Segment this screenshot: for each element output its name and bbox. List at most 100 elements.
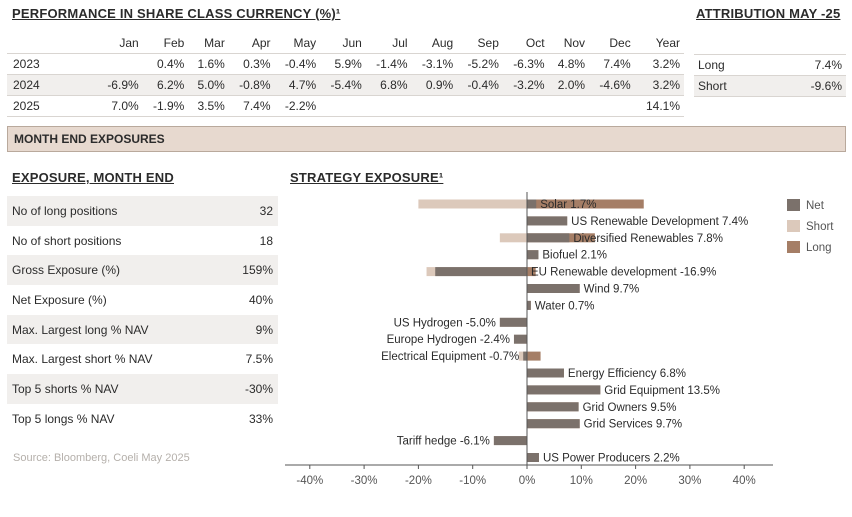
net-bar — [527, 402, 579, 412]
strategy-exposure-chart: Solar 1.7% US Renewable Development 7.4% D… — [285, 192, 834, 487]
exposure-row: No of long positions 32 — [7, 196, 278, 226]
performance-cell: 0.3% — [228, 52, 275, 74]
performance-cell — [97, 52, 143, 74]
legend-label-long: Long — [806, 242, 832, 254]
performance-cell: 2.0% — [548, 73, 590, 95]
performance-header-cell: Nov — [563, 36, 586, 51]
net-bar — [527, 453, 539, 462]
bar-data-label: US Power Producers 2.2% — [543, 453, 680, 465]
performance-header-cell: Aug — [431, 36, 454, 51]
legend-label-net: Net — [806, 200, 825, 212]
bar-data-label: Energy Efficiency 6.8% — [568, 368, 686, 380]
bar-data-label: US Hydrogen -5.0% — [394, 317, 496, 329]
exposure-label: Max. Largest long % NAV — [7, 314, 221, 345]
performance-cell: -4.6% — [589, 73, 635, 95]
performance-header-cell: Oct — [525, 36, 545, 51]
exposure-row: Max. Largest short % NAV 7.5% — [7, 344, 278, 374]
performance-cell: -0.4% — [274, 52, 321, 74]
performance-cell: 6.8% — [365, 73, 412, 95]
net-bar — [527, 419, 580, 429]
exposure-label: Top 5 shorts % NAV — [7, 374, 221, 404]
performance-cell: -5.2% — [457, 52, 503, 74]
attribution-value: -9.6% — [767, 75, 846, 97]
strategy-exposure-title: STRATEGY EXPOSURE¹ — [290, 170, 444, 185]
performance-row: 2024 -6.9% 6.2% 5.0% -0.8% 4.7% -5.4% 6.8% 0.9% -… — [7, 73, 684, 95]
bar-data-label: US Renewable Development 7.4% — [571, 216, 748, 228]
exposure-value: 7.5% — [245, 352, 273, 367]
exposure-value: 40% — [248, 292, 273, 307]
performance-year: 2025 — [7, 94, 97, 117]
legend-swatch-net — [787, 199, 800, 211]
performance-cell: 4.8% — [548, 52, 590, 74]
exposure-value: 18 — [259, 233, 273, 248]
x-tick-label: 40% — [733, 475, 756, 487]
month-end-exposures-banner: MONTH END EXPOSURES — [7, 126, 846, 152]
exposure-row: No of short positions 18 — [7, 226, 278, 256]
performance-cell: 1.6% — [188, 52, 229, 74]
performance-cell: 3.2% — [634, 52, 684, 74]
performance-cell — [502, 94, 549, 117]
attribution-label: Short — [694, 75, 768, 97]
performance-header-cell: Jun — [342, 36, 362, 51]
exposure-value: 33% — [248, 411, 273, 426]
performance-table: Jan Feb Mar Apr May Jun Jul Aug Sep Oct Nov Dec Year… — [7, 34, 684, 117]
performance-cell: -6.3% — [502, 52, 549, 74]
attribution-row-long: Long 7.4% — [694, 54, 846, 76]
x-tick-label: 10% — [570, 475, 593, 487]
performance-cell: 4.7% — [274, 73, 321, 95]
attribution-title: ATTRIBUTION MAY -25 — [696, 6, 841, 21]
x-tick-label: -20% — [405, 475, 432, 487]
performance-header-cell: Mar — [204, 36, 225, 51]
exposure-label: No of long positions — [7, 196, 221, 226]
bar-data-label: Diversified Renewables 7.8% — [573, 233, 723, 245]
performance-cell: 7.0% — [97, 94, 143, 117]
bar-data-label: Grid Services 9.7% — [584, 419, 682, 431]
bar-data-label: EU Renewable development -16.9% — [531, 267, 716, 279]
exposure-row: Top 5 longs % NAV 33% — [7, 404, 278, 434]
exposure-label: Gross Exposure (%) — [7, 255, 221, 286]
attribution-row-short: Short -9.6% — [694, 75, 846, 97]
exposure-row: Gross Exposure (%) 159% — [7, 255, 278, 286]
exposure-value: 159% — [220, 255, 278, 286]
performance-cell: -3.2% — [502, 73, 549, 95]
performance-cell: -6.9% — [97, 73, 143, 95]
bar-data-label: Grid Equipment 13.5% — [604, 385, 720, 397]
bar-data-label: Grid Owners 9.5% — [583, 402, 677, 414]
exposure-title: EXPOSURE, MONTH END — [12, 170, 174, 185]
legend-swatch-short — [787, 220, 800, 232]
net-bar — [513, 334, 527, 344]
net-bar — [523, 351, 527, 361]
short-bar — [499, 233, 527, 243]
legend-swatch-long — [787, 241, 800, 253]
x-tick-label: 30% — [678, 475, 701, 487]
performance-cell: 0.4% — [142, 52, 189, 74]
performance-cell — [589, 94, 635, 117]
long-bar — [527, 267, 536, 277]
performance-cell: 0.9% — [411, 73, 458, 95]
bar-data-label: Biofuel 2.1% — [542, 250, 607, 262]
performance-year: 2023 — [7, 52, 97, 74]
short-bar — [518, 351, 527, 361]
exposure-value: 9% — [220, 314, 278, 345]
net-bar — [527, 233, 570, 243]
bar-data-label: Water 0.7% — [535, 300, 595, 312]
net-bar — [527, 385, 601, 395]
performance-cell: -0.8% — [228, 73, 275, 95]
performance-cell: 5.9% — [320, 52, 366, 74]
net-bar — [435, 267, 527, 277]
performance-cell: -1.9% — [142, 94, 189, 117]
short-bar — [418, 199, 527, 209]
net-bar — [527, 368, 564, 378]
performance-cell: -2.2% — [274, 94, 321, 117]
attribution-value: 7.4% — [767, 54, 846, 76]
exposure-label: Net Exposure (%) — [12, 292, 107, 307]
bar-data-label: Tariff hedge -6.1% — [397, 436, 490, 448]
performance-cell: 14.1% — [634, 94, 684, 117]
exposure-table: No of long positions 32 No of short positi… — [7, 196, 278, 434]
performance-cell: -3.1% — [411, 52, 458, 74]
performance-header-cell: Apr — [251, 36, 271, 51]
exposure-label: No of short positions — [12, 233, 122, 248]
x-tick-label: 20% — [624, 475, 647, 487]
performance-cell: 3.5% — [188, 94, 229, 117]
exposure-row: Max. Largest long % NAV 9% — [7, 314, 278, 345]
